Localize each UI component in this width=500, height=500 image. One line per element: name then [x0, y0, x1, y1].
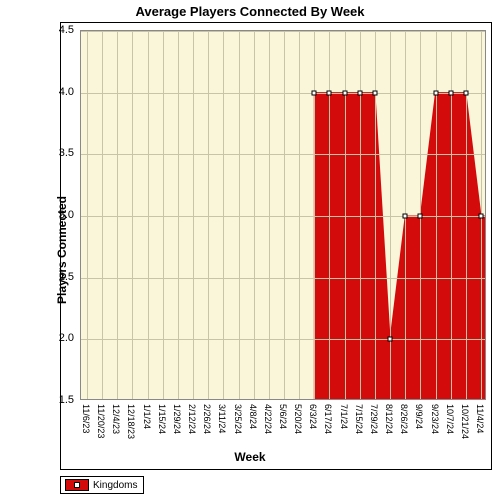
grid-line-v: [117, 31, 118, 399]
grid-line-h: [81, 154, 485, 155]
grid-line-h: [81, 278, 485, 279]
grid-line-h: [81, 93, 485, 94]
area-series: [314, 93, 486, 400]
data-marker: [312, 90, 317, 95]
y-tick-label: 3.5: [59, 147, 74, 159]
grid-line-v: [269, 31, 270, 399]
data-marker: [463, 90, 468, 95]
x-tick-label: 2/26/24: [202, 404, 212, 434]
x-tick-label: 7/15/24: [354, 404, 364, 434]
data-marker: [479, 214, 484, 219]
grid-line-v: [360, 31, 361, 399]
data-marker: [448, 90, 453, 95]
x-tick-label: 9/9/24: [414, 404, 424, 429]
grid-line-v: [390, 31, 391, 399]
grid-line-v: [193, 31, 194, 399]
x-tick-label: 4/22/24: [263, 404, 273, 434]
grid-line-h: [81, 31, 485, 32]
x-tick-label: 4/8/24: [248, 404, 258, 429]
grid-line-v: [299, 31, 300, 399]
data-marker: [418, 214, 423, 219]
grid-line-v: [284, 31, 285, 399]
data-marker: [388, 337, 393, 342]
x-axis-label: Week: [0, 450, 500, 464]
grid-line-v: [254, 31, 255, 399]
x-tick-label: 1/29/24: [172, 404, 182, 434]
legend: Kingdoms: [60, 476, 144, 494]
y-tick-label: 4.0: [59, 86, 74, 98]
data-marker: [372, 90, 377, 95]
y-tick-label: 2.0: [59, 332, 74, 344]
x-tick-label: 1/1/24: [142, 404, 152, 429]
x-tick-label: 5/20/24: [293, 404, 303, 434]
grid-line-v: [87, 31, 88, 399]
grid-line-v: [163, 31, 164, 399]
grid-line-v: [102, 31, 103, 399]
x-tick-label: 12/18/23: [126, 404, 136, 439]
grid-line-v: [329, 31, 330, 399]
y-tick-label: 2.5: [59, 271, 74, 283]
x-tick-label: 2/12/24: [187, 404, 197, 434]
grid-line-h: [81, 216, 485, 217]
x-tick-label: 1/15/24: [157, 404, 167, 434]
x-tick-label: 12/4/23: [111, 404, 121, 434]
data-marker: [327, 90, 332, 95]
grid-line-v: [208, 31, 209, 399]
x-tick-label: 3/11/24: [217, 404, 227, 433]
grid-line-h: [81, 339, 485, 340]
grid-line-v: [466, 31, 467, 399]
x-tick-label: 9/23/24: [430, 404, 440, 434]
chart-title: Average Players Connected By Week: [0, 4, 500, 19]
x-tick-label: 8/26/24: [399, 404, 409, 434]
data-marker: [433, 90, 438, 95]
grid-line-v: [223, 31, 224, 399]
x-tick-label: 10/21/24: [460, 404, 470, 439]
x-tick-label: 11/20/23: [96, 404, 106, 438]
legend-marker-icon: [74, 482, 80, 488]
x-tick-label: 11/4/24: [475, 404, 485, 433]
x-tick-label: 7/29/24: [369, 404, 379, 434]
grid-line-v: [314, 31, 315, 399]
data-marker: [357, 90, 362, 95]
plot-area: [80, 30, 486, 400]
x-tick-label: 8/12/24: [384, 404, 394, 434]
grid-line-v: [132, 31, 133, 399]
x-tick-label: 10/7/24: [445, 404, 455, 434]
y-tick-label: 4.5: [59, 24, 74, 36]
grid-line-v: [375, 31, 376, 399]
x-tick-label: 11/6/23: [81, 404, 91, 433]
x-tick-label: 7/1/24: [339, 404, 349, 429]
data-marker: [342, 90, 347, 95]
grid-line-v: [178, 31, 179, 399]
x-tick-label: 3/25/24: [233, 404, 243, 434]
x-tick-label: 6/3/24: [308, 404, 318, 429]
y-tick-label: 1.5: [59, 394, 74, 406]
grid-line-v: [239, 31, 240, 399]
x-tick-label: 6/17/24: [323, 404, 333, 434]
grid-line-v: [148, 31, 149, 399]
chart-container: Average Players Connected By Week Player…: [0, 0, 500, 500]
legend-swatch: [65, 479, 89, 491]
grid-line-v: [436, 31, 437, 399]
grid-line-v: [345, 31, 346, 399]
y-tick-label: 3.0: [59, 209, 74, 221]
x-tick-label: 5/6/24: [278, 404, 288, 429]
data-marker: [403, 214, 408, 219]
grid-line-v: [451, 31, 452, 399]
legend-label: Kingdoms: [93, 480, 137, 491]
